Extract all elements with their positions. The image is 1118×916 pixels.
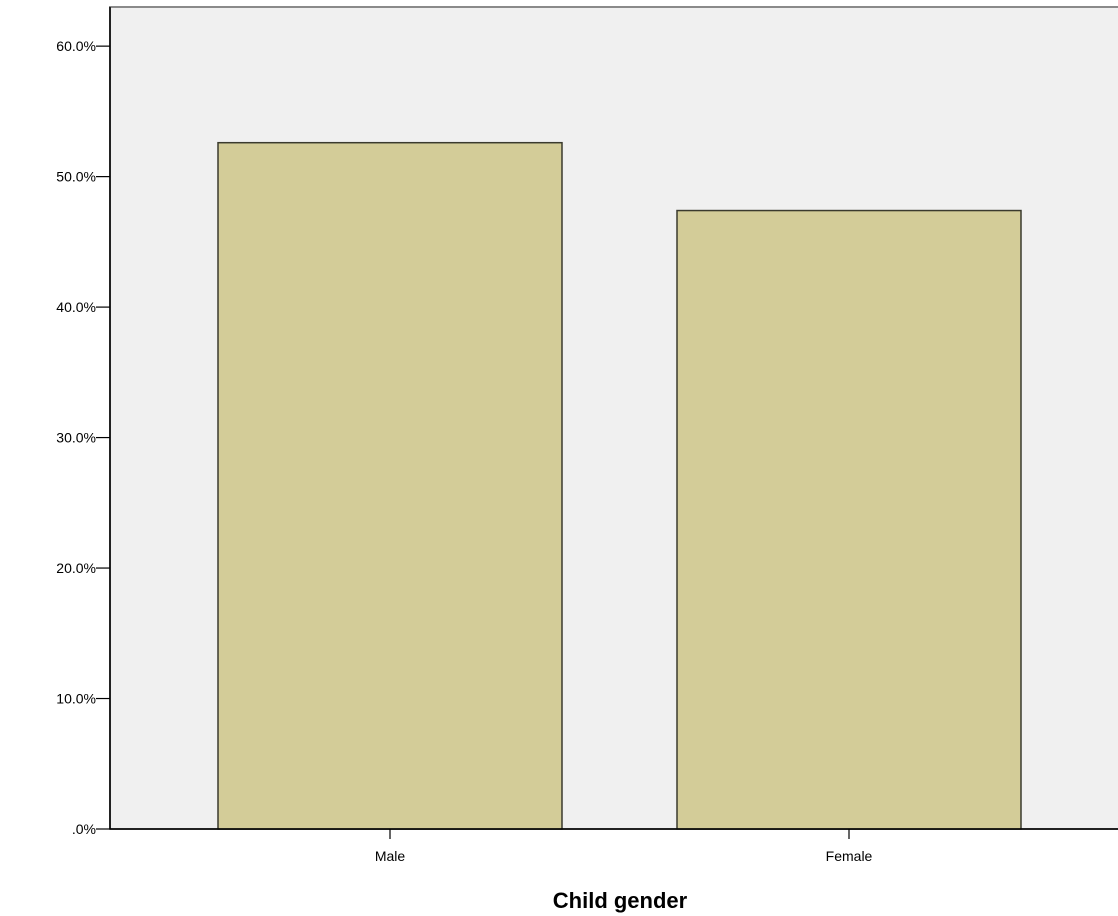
x-tick-label-male: Male [375,848,406,864]
x-axis-title: Child gender [553,888,688,913]
bar-male [217,141,563,830]
y-tick-label: 60.0% [56,38,96,54]
y-tick-label: 40.0% [56,299,96,315]
y-tick-label: .0% [72,821,96,837]
x-ticks-layer: Male Female [375,829,873,864]
y-tick-label: 20.0% [56,560,96,576]
x-tick-label-female: Female [826,848,873,864]
y-tick-label: 30.0% [56,430,96,446]
bar-female [676,209,1022,830]
y-tick-label: 50.0% [56,169,96,185]
y-ticks-layer: .0% 10.0% 20.0% 30.0% 40.0% 50.0% 60.0% [56,38,110,837]
y-tick-label: 10.0% [56,691,96,707]
